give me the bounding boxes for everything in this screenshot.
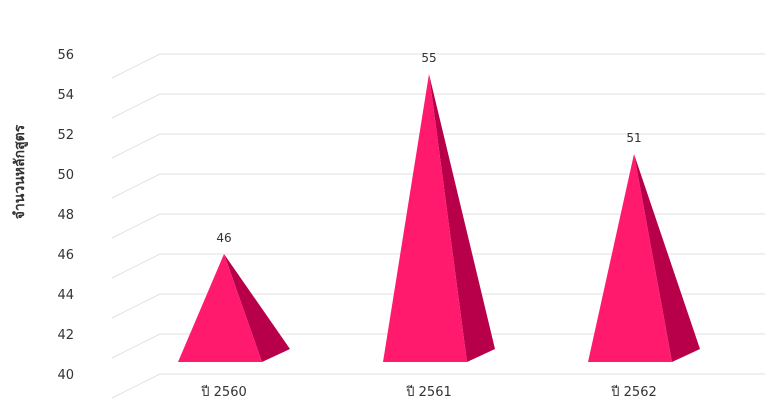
grid-side-line-4: [111, 213, 161, 239]
data-label: 51: [626, 131, 641, 145]
data-label: 46: [216, 231, 231, 245]
grid-side-line-1: [111, 333, 161, 359]
x-tick-label: ปี 2562: [610, 384, 656, 400]
bar-0: [178, 254, 262, 362]
y-tick-label: 52: [57, 128, 74, 143]
grid-side-line-0: [111, 373, 161, 399]
grid-side-line-8: [111, 53, 161, 79]
x-tick-label: ปี 2560: [200, 384, 246, 400]
grid-side-line-7: [111, 93, 161, 119]
grid-side-line-2: [111, 293, 161, 319]
bar-1: [383, 74, 467, 362]
bar-side-0: [224, 254, 290, 362]
y-tick-label: 42: [57, 328, 74, 343]
y-tick-label: 48: [57, 208, 74, 223]
grid-side-line-6: [111, 133, 161, 159]
y-tick-label: 40: [57, 368, 74, 383]
data-label: 55: [421, 51, 436, 65]
bar-side-1: [429, 74, 495, 362]
grid-side-line-5: [111, 173, 161, 199]
y-tick-label: 56: [57, 48, 74, 63]
y-tick-label: 44: [57, 288, 74, 303]
grid-side-line-3: [111, 253, 161, 279]
bar-2: [588, 154, 672, 362]
y-tick-label: 50: [57, 168, 74, 183]
y-tick-label: 54: [57, 88, 74, 103]
y-tick-label: 46: [57, 248, 74, 263]
bar-side-2: [634, 154, 700, 362]
x-tick-label: ปี 2561: [405, 384, 451, 400]
